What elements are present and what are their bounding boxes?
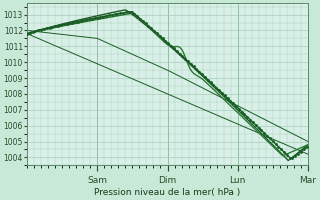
X-axis label: Pression niveau de la mer( hPa ): Pression niveau de la mer( hPa ) bbox=[94, 188, 241, 197]
